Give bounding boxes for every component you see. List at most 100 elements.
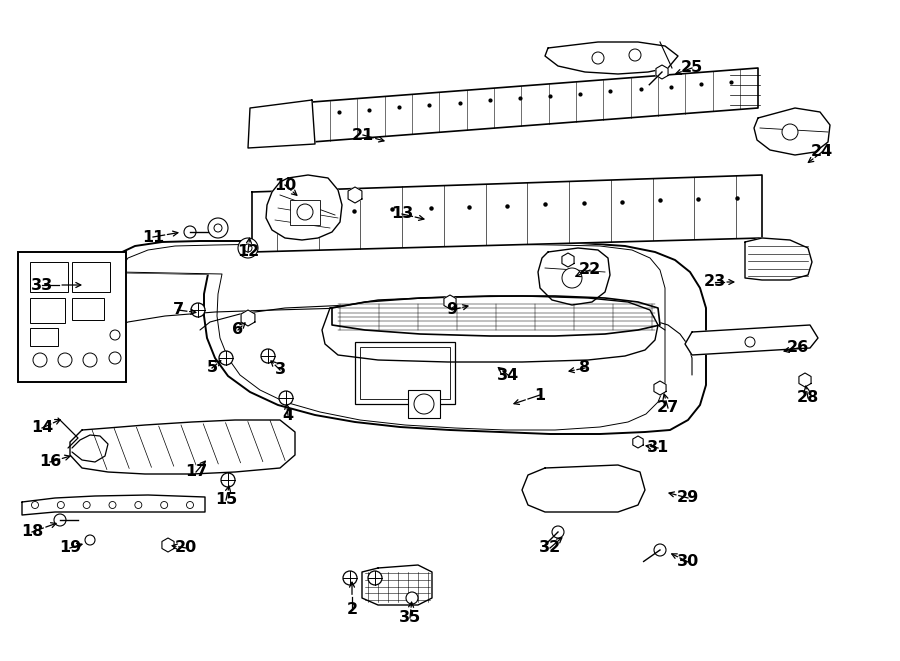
Bar	[72, 262, 110, 292]
Polygon shape	[444, 295, 456, 309]
Polygon shape	[162, 538, 174, 552]
Polygon shape	[654, 381, 666, 395]
Text: 11: 11	[142, 229, 164, 245]
Bar	[18, 252, 126, 382]
Circle shape	[161, 502, 167, 508]
Text: 1: 1	[535, 387, 545, 403]
Polygon shape	[248, 100, 315, 148]
Polygon shape	[312, 68, 758, 142]
Polygon shape	[362, 565, 432, 605]
Circle shape	[368, 571, 382, 585]
Text: 13: 13	[391, 206, 413, 221]
Text: 27: 27	[657, 401, 680, 416]
Bar	[30, 298, 65, 323]
Bar	[72, 298, 104, 320]
Circle shape	[191, 303, 205, 317]
Circle shape	[654, 544, 666, 556]
Circle shape	[406, 592, 418, 604]
Text: 12: 12	[237, 245, 259, 260]
Text: 22: 22	[579, 262, 601, 278]
Circle shape	[629, 49, 641, 61]
Polygon shape	[562, 253, 574, 267]
Text: 23: 23	[704, 274, 726, 290]
Circle shape	[184, 226, 196, 238]
Text: 25: 25	[681, 61, 703, 75]
Polygon shape	[754, 108, 830, 155]
Text: 30: 30	[677, 555, 699, 570]
Circle shape	[592, 52, 604, 64]
Polygon shape	[252, 175, 762, 252]
Text: 26: 26	[787, 340, 809, 356]
Circle shape	[221, 473, 235, 487]
Polygon shape	[118, 244, 665, 430]
Text: 3: 3	[274, 362, 285, 377]
Circle shape	[83, 353, 97, 367]
Circle shape	[297, 204, 313, 220]
Text: 18: 18	[21, 524, 43, 539]
Polygon shape	[522, 465, 645, 512]
Text: 20: 20	[175, 541, 197, 555]
Circle shape	[33, 353, 47, 367]
Circle shape	[214, 224, 222, 232]
Circle shape	[745, 337, 755, 347]
Circle shape	[186, 502, 194, 508]
Bar	[408, 390, 440, 418]
Text: 15: 15	[215, 492, 237, 508]
Circle shape	[562, 268, 582, 288]
Polygon shape	[685, 325, 818, 355]
Text: 35: 35	[399, 611, 421, 625]
Text: 34: 34	[497, 368, 519, 383]
Text: 6: 6	[232, 323, 244, 338]
Circle shape	[32, 502, 39, 508]
Circle shape	[261, 349, 275, 363]
Polygon shape	[105, 241, 706, 434]
Polygon shape	[633, 436, 643, 448]
Text: 8: 8	[580, 360, 590, 375]
Text: 4: 4	[283, 407, 293, 422]
Text: 21: 21	[352, 128, 374, 143]
Circle shape	[58, 353, 72, 367]
Text: 32: 32	[539, 541, 561, 555]
Circle shape	[109, 352, 121, 364]
Text: 7: 7	[173, 303, 184, 317]
Polygon shape	[22, 495, 205, 515]
Polygon shape	[266, 175, 342, 240]
Text: 29: 29	[677, 490, 699, 506]
Polygon shape	[70, 420, 295, 474]
Circle shape	[58, 502, 64, 508]
Bar	[30, 328, 58, 346]
Circle shape	[110, 330, 120, 340]
Circle shape	[85, 535, 95, 545]
Text: 28: 28	[796, 391, 819, 405]
Text: 24: 24	[811, 145, 833, 159]
Text: 14: 14	[31, 420, 53, 436]
Text: 33: 33	[31, 278, 53, 293]
Circle shape	[552, 526, 564, 538]
Text: 16: 16	[39, 455, 61, 469]
Bar	[355, 342, 455, 404]
Polygon shape	[348, 187, 362, 203]
Circle shape	[54, 514, 66, 526]
Text: 17: 17	[184, 465, 207, 479]
Text: 19: 19	[58, 541, 81, 555]
Text: 5: 5	[206, 360, 218, 375]
Circle shape	[414, 394, 434, 414]
Text: 10: 10	[274, 178, 296, 192]
Polygon shape	[332, 296, 660, 336]
Polygon shape	[322, 296, 658, 362]
Circle shape	[135, 502, 142, 508]
Polygon shape	[241, 310, 255, 326]
Bar	[360, 347, 450, 399]
Polygon shape	[545, 42, 678, 74]
Circle shape	[238, 238, 258, 258]
Text: 9: 9	[446, 303, 457, 317]
Circle shape	[208, 218, 228, 238]
Circle shape	[244, 244, 252, 252]
Circle shape	[343, 571, 357, 585]
Circle shape	[279, 391, 293, 405]
Polygon shape	[745, 238, 812, 280]
Circle shape	[109, 502, 116, 508]
Text: 2: 2	[346, 602, 357, 617]
Text: 31: 31	[647, 440, 669, 455]
Circle shape	[219, 351, 233, 365]
